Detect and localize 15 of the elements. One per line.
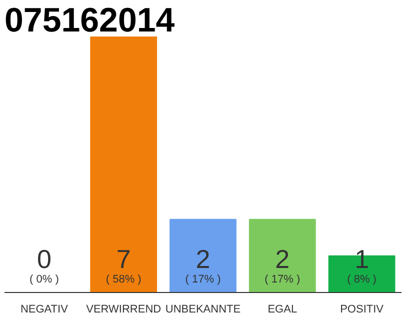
x-tick-label: POSITIV xyxy=(340,304,384,316)
annotation: ( 8% ) xyxy=(347,274,376,286)
x-tick-label: VERWIRREND xyxy=(86,304,162,316)
x-tick-label: UNBEKANNTE xyxy=(165,304,241,316)
annotation: ( 17% ) xyxy=(185,274,221,286)
data-label: 2 xyxy=(275,244,290,274)
annotation: ( 0% ) xyxy=(30,274,59,286)
data-label: 0 xyxy=(36,244,52,274)
data-label: 2 xyxy=(196,244,210,274)
annotation: ( 17% ) xyxy=(264,274,300,286)
x-tick-label: EGAL xyxy=(268,304,298,316)
x-tick-label: NEGATIV xyxy=(20,304,69,316)
chart-title: 075162014 xyxy=(4,2,175,40)
data-label: 7 xyxy=(116,244,131,274)
annotation: ( 58% ) xyxy=(106,274,142,286)
